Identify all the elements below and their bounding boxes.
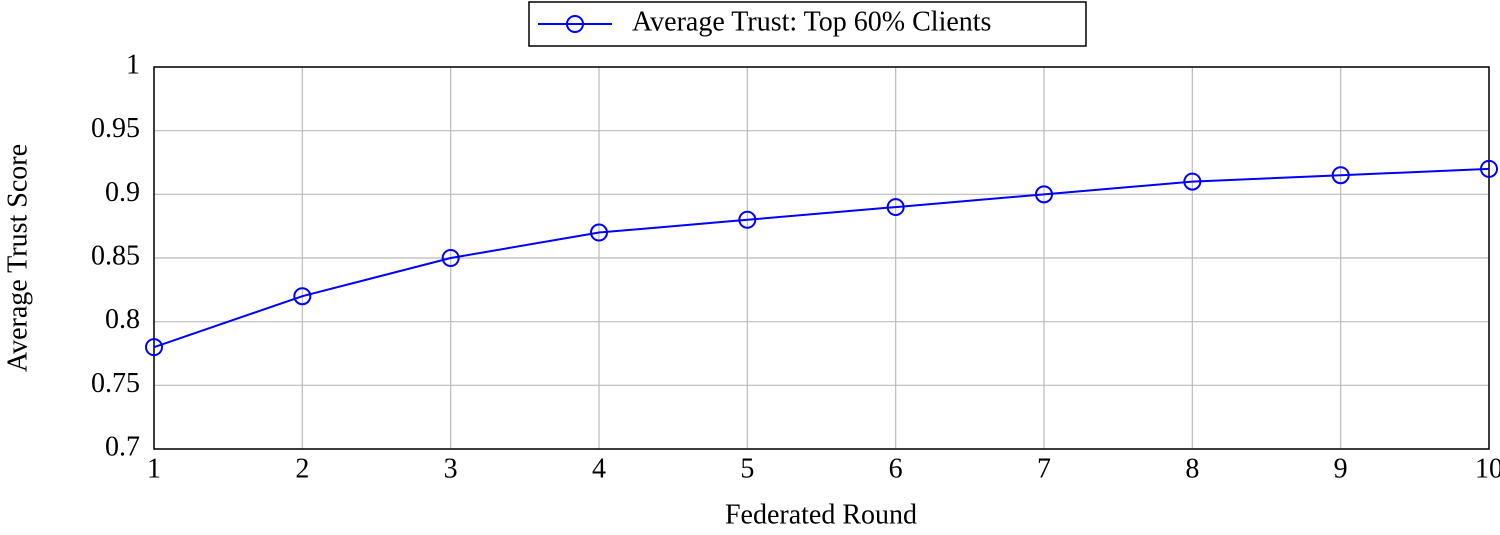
y-tick-label: 0.95	[91, 113, 140, 144]
x-tick-label: 5	[740, 453, 754, 484]
x-tick-label: 6	[889, 453, 903, 484]
x-tick-label: 1	[147, 453, 161, 484]
data-point	[590, 223, 608, 242]
y-tick-label: 1	[126, 49, 140, 80]
x-axis-label: Federated Round	[725, 499, 917, 530]
data-point	[441, 249, 460, 267]
y-tick-label: 0.7	[105, 431, 140, 462]
data-point	[1183, 172, 1202, 191]
x-tick-label: 8	[1185, 453, 1199, 484]
x-tick-label: 7	[1037, 453, 1051, 484]
y-axis-label: Average Trust Score	[2, 144, 33, 372]
x-tick-label: 2	[295, 453, 309, 484]
y-tick-label: 0.75	[91, 368, 140, 399]
x-tick-label: 10	[1475, 453, 1500, 484]
y-tick-label: 0.9	[105, 177, 140, 208]
data-point	[1331, 166, 1350, 185]
legend-label: Average Trust: Top 60% Clients	[632, 6, 991, 37]
x-tick-label: 3	[444, 453, 458, 484]
data-line	[153, 167, 1490, 349]
data-point	[1480, 159, 1498, 178]
data-point	[145, 338, 163, 357]
y-tick-label: 0.85	[91, 240, 140, 271]
data-point	[738, 210, 757, 229]
legend-marker	[566, 15, 584, 33]
data-point	[886, 198, 905, 217]
data-point	[293, 287, 312, 306]
plot-frame	[153, 66, 1490, 450]
x-tick-label: 4	[592, 453, 606, 484]
y-tick-label: 0.8	[105, 304, 140, 335]
legend-box	[528, 1, 1087, 47]
x-tick-label: 9	[1334, 453, 1348, 484]
data-point	[1035, 185, 1053, 204]
